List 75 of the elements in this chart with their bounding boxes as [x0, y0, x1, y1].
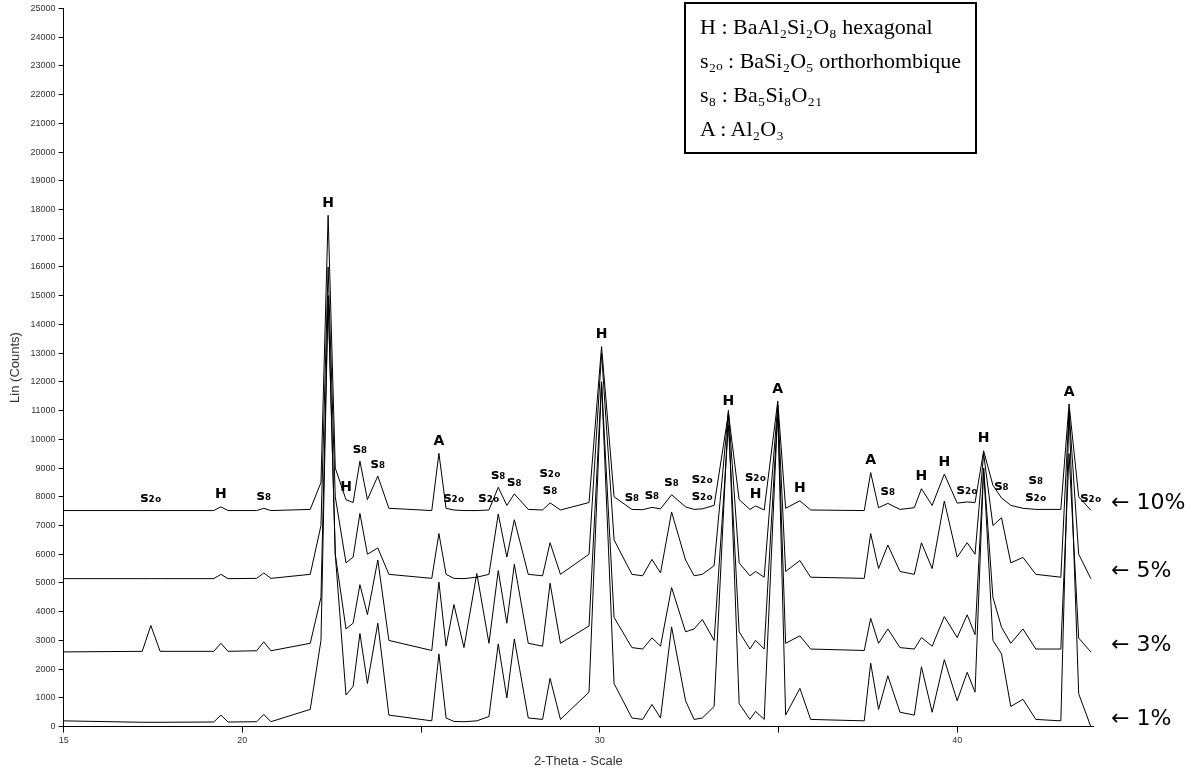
- annotation: s₈: [542, 481, 558, 498]
- y-tick-label: 3000: [35, 634, 56, 645]
- annotation: A: [1063, 382, 1075, 399]
- x-tick-label: 30: [594, 735, 605, 746]
- x-tick-label: 15: [58, 735, 69, 746]
- annotation: s₈: [994, 476, 1009, 493]
- y-tick-label: 11000: [31, 405, 56, 416]
- annotation: H: [722, 391, 735, 408]
- y-tick-label: 13000: [30, 347, 56, 358]
- series-label: ← 10%: [1111, 489, 1185, 514]
- series-label: ← 3%: [1111, 630, 1172, 656]
- series-label: ← 1%: [1111, 705, 1172, 731]
- annotation: H: [322, 193, 334, 210]
- y-tick-label: 23000: [30, 60, 56, 71]
- y-tick-label: 4000: [35, 606, 56, 617]
- annotation: A: [433, 432, 445, 449]
- annotation: s₂ₒ: [539, 464, 561, 481]
- y-tick-label: 8000: [35, 491, 56, 502]
- y-tick-label: 18000: [30, 203, 56, 214]
- annotation: s₂ₒ: [443, 488, 465, 505]
- y-tick-label: 0: [50, 721, 56, 732]
- y-tick-label: 19000: [30, 175, 56, 186]
- annotation: H : BaAl₂Si₂O₈ hexagonal: [700, 13, 934, 41]
- annotation: s₂ₒ : BaSi₂O₅ orthorhombique: [700, 47, 961, 75]
- annotation: H: [595, 325, 608, 342]
- x-axis-title: 2-Theta - Scale: [533, 752, 623, 768]
- annotation: s₈: [352, 439, 368, 456]
- annotation: H: [340, 478, 352, 495]
- annotation: s₈: [880, 482, 896, 499]
- annotation: s₈: [624, 488, 640, 505]
- annotation: s₂ₒ: [744, 467, 767, 484]
- y-tick-label: 10000: [30, 433, 56, 444]
- annotation: s₈: [644, 486, 660, 503]
- series-label: ← 5%: [1111, 557, 1172, 583]
- y-tick-label: 2000: [35, 663, 56, 674]
- x-tick-label: 40: [952, 735, 963, 746]
- annotation: A: [772, 379, 784, 396]
- y-tick-label: 9000: [35, 462, 56, 473]
- y-tick-label: 12000: [30, 376, 56, 387]
- annotation: s₈: [664, 473, 679, 490]
- y-axis-title: Lin (Counts): [7, 332, 23, 403]
- annotation: A: [865, 451, 877, 468]
- annotation: H: [977, 429, 990, 446]
- y-tick-label: 7000: [35, 519, 56, 530]
- annotation: s₈: [256, 486, 272, 503]
- annotation: H: [749, 484, 762, 501]
- y-tick-label: 16000: [30, 261, 56, 272]
- y-tick-label: 25000: [30, 2, 56, 13]
- y-tick-label: 15000: [30, 290, 56, 301]
- x-tick-label: 20: [237, 735, 248, 746]
- annotation: s₈: [370, 454, 386, 471]
- annotation: s₈: [507, 472, 522, 489]
- y-tick-label: 6000: [35, 548, 56, 559]
- y-tick-label: 5000: [35, 577, 56, 588]
- y-tick-label: 21000: [30, 117, 56, 128]
- annotation: s₂ₒ: [140, 489, 162, 506]
- annotation: s₂ₒ: [1025, 488, 1047, 505]
- y-tick-label: 24000: [30, 31, 56, 42]
- annotation: H: [915, 467, 928, 484]
- y-tick-label: 1000: [35, 692, 56, 703]
- annotation: H: [938, 452, 951, 469]
- annotation: s₂ₒ: [1080, 488, 1102, 505]
- y-tick-label: 22000: [30, 89, 56, 100]
- annotation: s₂ₒ: [691, 470, 714, 487]
- annotation: H: [794, 479, 806, 496]
- annotation: s₈ : Ba₅Si₈O₂₁: [700, 81, 824, 109]
- y-tick-label: 20000: [30, 146, 56, 157]
- y-tick-label: 14000: [30, 318, 56, 329]
- annotation: s₂ₒ: [691, 487, 714, 504]
- annotation: s₂ₒ: [956, 480, 978, 497]
- y-tick-label: 17000: [30, 232, 56, 243]
- annotation: s₈: [1028, 471, 1044, 488]
- annotation: A : Al₂O₃: [700, 115, 785, 143]
- annotation: H: [215, 485, 227, 502]
- annotation: s₈: [491, 465, 506, 482]
